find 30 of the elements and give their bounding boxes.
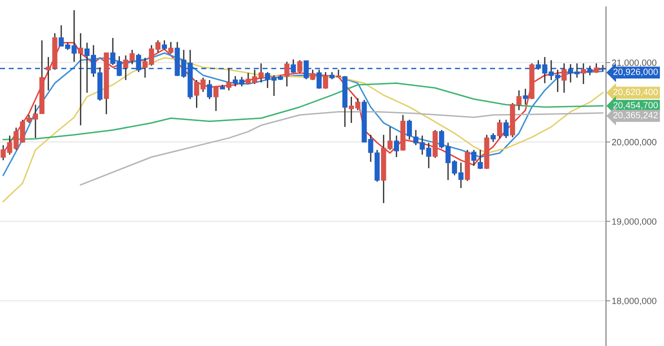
candlestick <box>394 134 400 158</box>
candlestick <box>471 149 476 166</box>
candlestick <box>213 86 219 112</box>
candlestick <box>504 119 509 139</box>
candlestick <box>497 119 502 139</box>
candlestick <box>162 40 167 50</box>
candlestick <box>478 149 483 170</box>
y-tick-label: 20,000,000 <box>612 138 656 146</box>
candlestick <box>78 32 84 126</box>
line-series <box>80 111 604 186</box>
candlestick <box>206 79 212 100</box>
data-label: 20,620,400 <box>613 88 658 96</box>
data-label: 20,454,700 <box>613 102 658 110</box>
candlestick <box>406 119 412 140</box>
line-series <box>2 57 604 202</box>
candlestick <box>226 68 232 91</box>
candlestick <box>284 61 290 88</box>
y-tick-label: 18,000,000 <box>612 298 656 306</box>
data-label: 20,365,242 <box>613 112 658 120</box>
candlestick <box>594 62 599 74</box>
candlestick <box>323 71 328 90</box>
candlestick <box>522 88 528 106</box>
candlestick <box>297 60 302 74</box>
candlestick <box>562 62 567 94</box>
line-series <box>2 82 604 140</box>
ref-line-label: 20,926,000 <box>613 68 658 76</box>
candlestick <box>168 41 174 54</box>
candlestick <box>580 62 586 85</box>
y-tick-label: 19,000,000 <box>612 218 656 226</box>
y-tick-label: 21,000,000 <box>612 60 656 67</box>
